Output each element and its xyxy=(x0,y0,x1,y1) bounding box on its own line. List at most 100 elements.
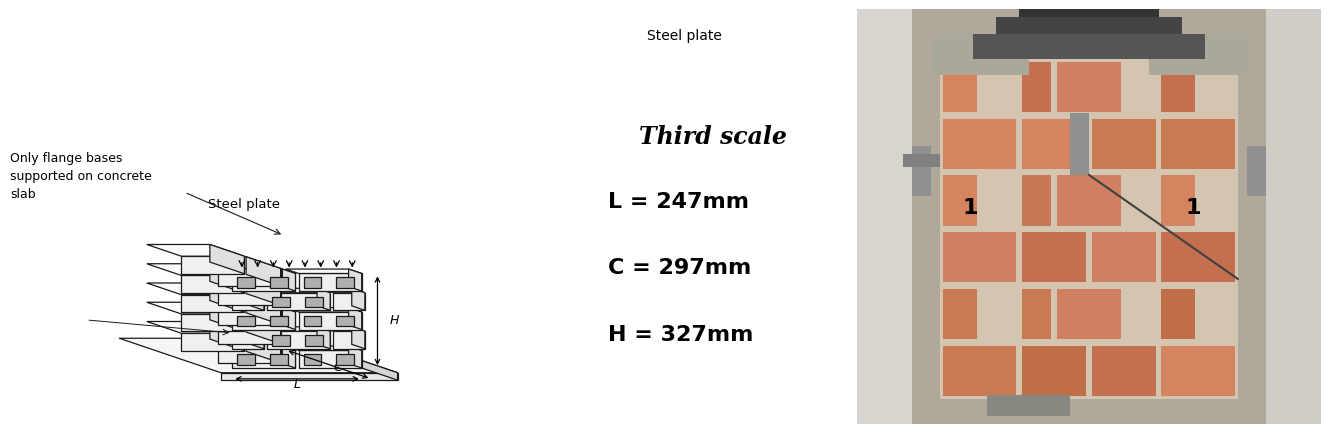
Polygon shape xyxy=(210,245,244,274)
Polygon shape xyxy=(283,269,296,291)
Polygon shape xyxy=(183,314,280,326)
Text: H: H xyxy=(389,314,398,327)
Bar xyxy=(1162,346,1235,396)
Polygon shape xyxy=(210,283,244,312)
Text: Only flange bases
supported on concrete
slab: Only flange bases supported on concrete … xyxy=(11,152,151,200)
Polygon shape xyxy=(218,346,280,363)
Polygon shape xyxy=(299,312,361,330)
Bar xyxy=(1023,62,1052,112)
Polygon shape xyxy=(304,316,321,326)
Bar xyxy=(931,34,1029,75)
Bar xyxy=(1057,62,1121,112)
Bar xyxy=(1023,119,1086,169)
Text: 1: 1 xyxy=(963,198,979,218)
Polygon shape xyxy=(218,307,280,324)
Text: Steel plate: Steel plate xyxy=(207,198,279,211)
Polygon shape xyxy=(218,288,280,305)
Polygon shape xyxy=(251,327,264,349)
Polygon shape xyxy=(232,312,296,330)
Text: 1: 1 xyxy=(1186,198,1202,218)
Polygon shape xyxy=(219,327,264,331)
Bar xyxy=(943,232,1016,282)
Polygon shape xyxy=(348,269,361,291)
Bar xyxy=(1023,346,1086,396)
Polygon shape xyxy=(267,293,331,310)
Polygon shape xyxy=(317,288,331,310)
Polygon shape xyxy=(147,245,244,256)
Polygon shape xyxy=(296,338,397,380)
Polygon shape xyxy=(348,346,361,368)
Bar xyxy=(1162,119,1235,169)
Polygon shape xyxy=(182,314,244,332)
Polygon shape xyxy=(271,278,288,288)
Bar xyxy=(857,9,912,424)
Bar xyxy=(1020,9,1158,17)
Polygon shape xyxy=(232,293,264,310)
Polygon shape xyxy=(336,316,355,326)
Polygon shape xyxy=(210,302,244,332)
Bar xyxy=(1162,289,1195,339)
Bar xyxy=(972,34,1206,58)
Polygon shape xyxy=(147,283,244,295)
Polygon shape xyxy=(246,295,280,324)
Text: L = 247mm: L = 247mm xyxy=(608,191,749,212)
Bar xyxy=(1162,232,1235,282)
Polygon shape xyxy=(182,275,244,293)
Polygon shape xyxy=(246,334,280,363)
Polygon shape xyxy=(272,335,290,346)
Polygon shape xyxy=(182,295,244,312)
Polygon shape xyxy=(336,354,355,365)
Polygon shape xyxy=(219,269,296,274)
Polygon shape xyxy=(304,278,321,288)
Bar xyxy=(1092,346,1155,396)
Polygon shape xyxy=(218,326,280,344)
Polygon shape xyxy=(271,354,288,365)
Bar xyxy=(1092,232,1155,282)
Bar xyxy=(1247,146,1266,196)
Polygon shape xyxy=(352,327,365,349)
Bar xyxy=(943,119,1016,169)
Polygon shape xyxy=(283,307,296,330)
Polygon shape xyxy=(219,346,296,350)
Polygon shape xyxy=(317,327,331,349)
Text: C = 297mm: C = 297mm xyxy=(608,258,752,278)
Bar xyxy=(1070,113,1089,175)
Polygon shape xyxy=(219,288,264,293)
Bar xyxy=(943,346,1016,396)
Polygon shape xyxy=(183,295,280,307)
Polygon shape xyxy=(238,354,255,365)
Polygon shape xyxy=(182,256,244,274)
Polygon shape xyxy=(299,274,361,291)
Bar xyxy=(943,175,977,226)
Polygon shape xyxy=(238,278,255,288)
Bar xyxy=(1158,58,1238,399)
Bar xyxy=(1162,62,1195,112)
Polygon shape xyxy=(147,302,244,314)
Polygon shape xyxy=(246,276,280,305)
Text: Steel plate: Steel plate xyxy=(647,29,722,43)
Polygon shape xyxy=(336,278,355,288)
Polygon shape xyxy=(183,276,280,288)
Bar xyxy=(1162,175,1195,226)
Polygon shape xyxy=(183,257,280,268)
Bar xyxy=(943,289,977,339)
Bar xyxy=(1057,175,1121,226)
Polygon shape xyxy=(219,307,296,312)
Polygon shape xyxy=(304,354,321,365)
Polygon shape xyxy=(232,331,264,349)
Polygon shape xyxy=(254,288,331,293)
Polygon shape xyxy=(210,264,244,293)
Polygon shape xyxy=(182,333,244,351)
Bar xyxy=(1023,232,1086,282)
Bar xyxy=(903,154,940,167)
Polygon shape xyxy=(299,350,361,368)
Bar xyxy=(1092,119,1155,169)
Bar xyxy=(940,58,1020,399)
Text: C: C xyxy=(333,361,343,374)
Bar xyxy=(943,62,977,112)
Polygon shape xyxy=(320,327,365,331)
Text: Third scale: Third scale xyxy=(639,125,786,149)
Bar xyxy=(996,17,1182,34)
Polygon shape xyxy=(251,288,264,310)
Polygon shape xyxy=(352,288,365,310)
